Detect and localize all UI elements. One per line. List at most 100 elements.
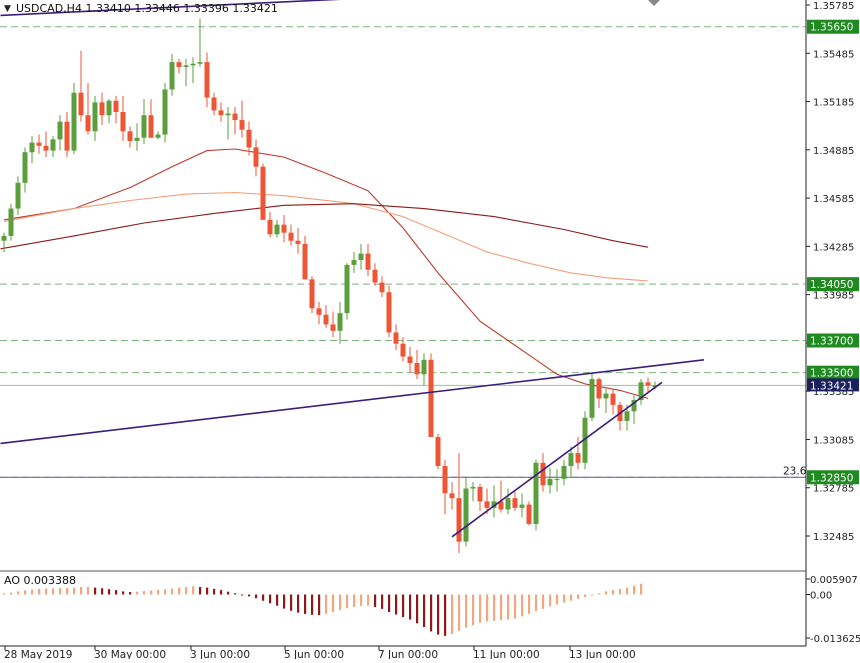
ao-histogram-bar [3,593,6,595]
candle-body [603,393,609,399]
candle [582,411,588,470]
candle-body [162,89,168,135]
candle [134,123,140,151]
level-price-tag-label: 1.35650 [810,22,853,34]
trendline[interactable] [0,359,705,445]
candle [22,147,28,193]
price-tick-label: 1.34585 [813,194,854,205]
candle [1,232,7,252]
ao-histogram-bar [542,594,545,609]
candle-body [351,260,357,265]
ao-histogram-bar [507,594,510,620]
ao-histogram-bar [395,594,398,615]
ao-indicator-label: AO 0.003388 [4,574,76,587]
ao-histogram-bar [612,590,615,595]
time-tick-label: 5 Jun 00:00 [284,649,344,659]
candle [43,131,49,158]
candle-body [36,142,42,146]
candle-body [365,253,371,270]
candle [624,404,630,431]
candle [246,121,252,156]
ao-histogram-bar [199,586,202,595]
candle [183,58,189,87]
candle [225,107,231,140]
ao-histogram-bar [269,594,272,604]
level-price-tag-label: 1.34050 [810,279,853,291]
candle [330,311,336,338]
ao-histogram-bar [416,594,419,624]
candle-body [22,152,28,183]
ao-histogram-bar [584,594,587,598]
time-tick-label: 3 Jun 00:00 [190,649,250,659]
candle-body [610,393,616,405]
ao-histogram-bar [437,594,440,635]
time-tick-label: 28 May 2019 [4,649,72,659]
ao-histogram-bar [129,591,132,595]
candle [631,395,637,425]
candle [323,305,329,328]
price-tick-label: 1.34285 [813,242,854,253]
candle-body [540,462,546,486]
ao-histogram-bar [52,588,55,595]
candle-body [15,182,21,209]
candle [281,214,287,243]
candle [449,482,455,510]
candle-body [652,385,658,388]
ao-histogram-bar [528,594,531,614]
price-tick-label: 1.33085 [813,435,854,446]
trendline[interactable] [0,0,439,17]
candle-body [183,65,189,67]
candle-body [421,359,427,375]
ao-histogram-bar [500,594,503,621]
candle-body [288,232,294,241]
time-tick-label: 7 Jun 00:00 [378,649,438,659]
ao-histogram-bar [444,594,447,636]
candle [295,227,301,254]
candle-body [225,113,231,116]
candle [351,251,357,273]
candle-body [43,145,49,151]
candle [561,459,567,486]
candle-body [169,62,175,90]
candle-body [414,363,420,375]
candle-body [281,224,287,233]
ao-histogram-bar [318,594,321,616]
ao-histogram-bar [227,591,230,595]
candle-body [71,92,77,151]
candle-body [267,219,273,235]
ao-tick-label: 0.005907 [810,575,858,586]
candle-body [477,486,483,502]
candle [386,285,392,338]
candle-body [92,102,98,132]
candle-body [519,504,525,508]
candle [141,99,147,145]
trendline[interactable] [451,381,663,538]
candle-body [190,63,196,66]
candle [428,353,434,438]
candle-body [470,486,476,489]
ao-histogram-bar [409,594,412,620]
level-price-tag [807,277,859,292]
candle [554,469,560,492]
chart-menu-icon[interactable]: ▼ [4,4,11,14]
ao-histogram-bar [136,591,139,595]
ao-histogram-bar [80,586,83,595]
time-tick-label: 13 Jun 00:00 [569,649,636,659]
current-price-tag-label: 1.33421 [810,380,853,392]
price-tick-label: 1.34885 [813,146,854,157]
ao-histogram-bar [45,588,48,595]
candle [15,176,21,215]
ao-histogram-bar [171,588,174,595]
candle-body [85,115,91,132]
chart-shift-marker-icon[interactable] [648,0,660,6]
ao-histogram-bar [535,594,538,612]
candle-body [498,501,504,510]
candle-body [50,139,56,151]
level-price-tag [807,470,859,485]
ao-histogram-bar [206,587,209,595]
candle [365,243,371,277]
candle-body [246,129,252,148]
candle [169,54,175,96]
